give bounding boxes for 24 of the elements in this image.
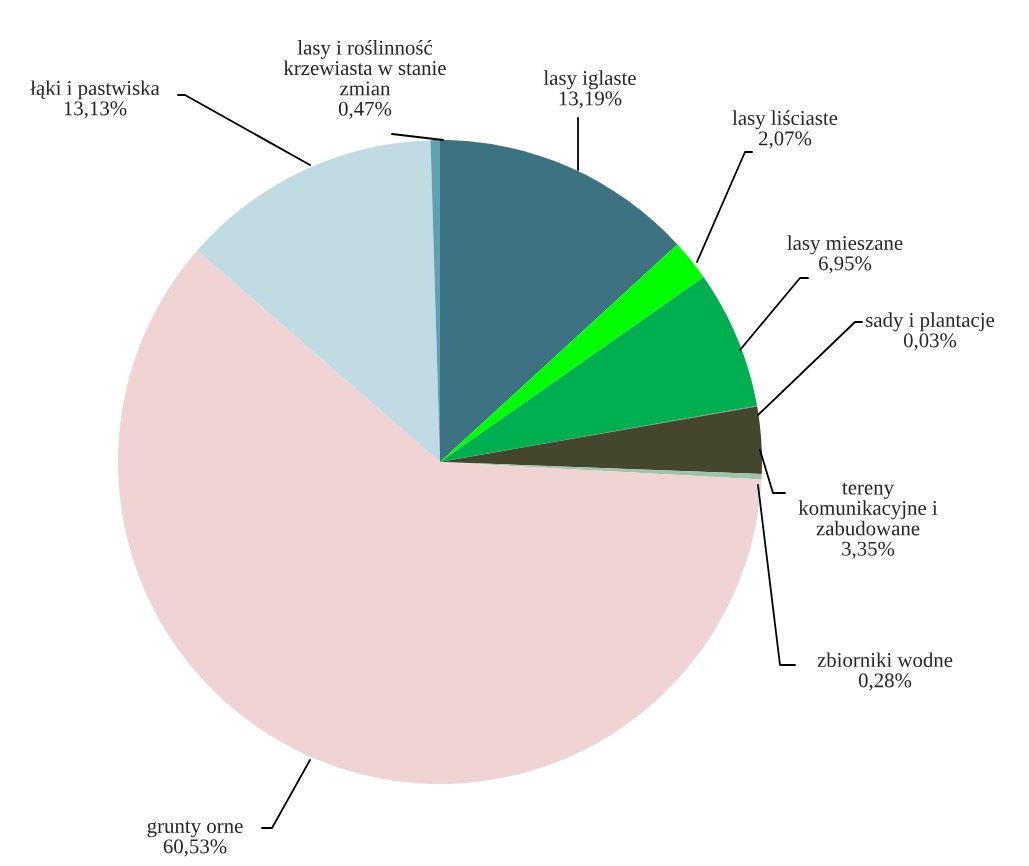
slice-label: tereny komunikacyjne i zabudowane: [798, 482, 938, 536]
pie-slice: [440, 277, 758, 462]
pie-slice: [440, 244, 704, 462]
slice-label: grunty orne: [147, 821, 243, 838]
data-label: 13,13%: [64, 101, 127, 119]
data-label: 6,95%: [818, 256, 872, 274]
data-label: 60,53%: [163, 839, 227, 857]
slice-label: sady i plantacje: [866, 312, 995, 332]
pie-slice: [197, 140, 440, 462]
pie-slice: [440, 140, 678, 462]
slice-label: lasy mieszane: [787, 235, 903, 255]
slice-label: lasy i roślinność krzewiasta w stanie zmian: [283, 40, 446, 96]
data-label: 3,35%: [842, 541, 895, 559]
data-label: 0,28%: [858, 673, 912, 691]
data-label: 13,19%: [559, 91, 622, 109]
slice-label: zbiorniki wodne: [817, 652, 953, 668]
slice-label: łąki i pastwiska: [30, 80, 160, 100]
pie-slice: [440, 406, 762, 474]
data-label: 0,03%: [903, 333, 957, 351]
data-label: 0,47%: [338, 101, 392, 119]
slice-label: lasy liściaste: [732, 110, 838, 130]
pie-slice: [118, 250, 762, 784]
data-label: 2,07%: [759, 131, 812, 149]
slice-label: lasy iglaste: [543, 70, 636, 90]
